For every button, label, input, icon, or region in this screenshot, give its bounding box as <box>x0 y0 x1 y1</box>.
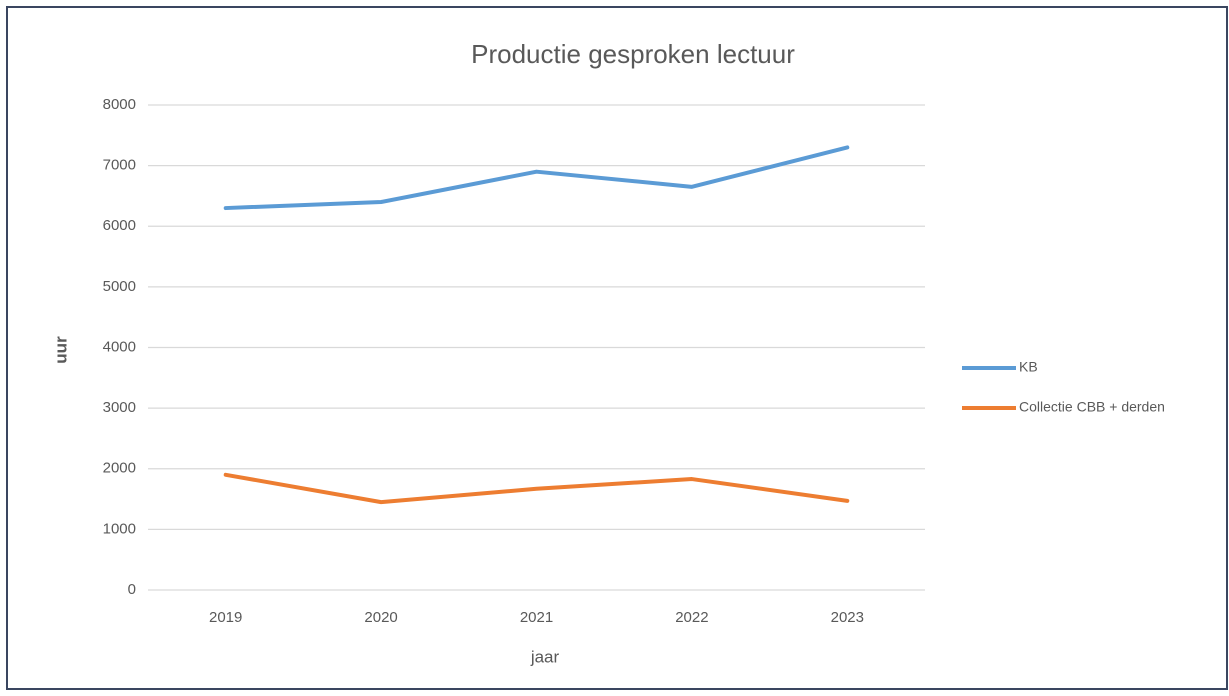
x-tick-label: 2020 <box>364 609 397 626</box>
y-tick-label: 1000 <box>103 520 136 537</box>
data-line <box>223 145 850 211</box>
y-axis-label: uur <box>51 336 70 364</box>
y-tick-label: 3000 <box>103 399 136 416</box>
y-tick-label: 4000 <box>103 338 136 355</box>
x-axis-label: jaar <box>530 647 560 666</box>
y-tick-label: 6000 <box>103 217 136 234</box>
y-tick-label: 7000 <box>103 157 136 174</box>
y-tick-label: 8000 <box>103 96 136 113</box>
x-tick-label: 2019 <box>209 609 242 626</box>
legend-label: KB <box>1019 359 1038 375</box>
x-tick-label: 2021 <box>520 609 553 626</box>
chart-title: Productie gesproken lectuur <box>471 39 795 69</box>
y-tick-label: 2000 <box>103 460 136 477</box>
y-tick-label: 5000 <box>103 278 136 295</box>
data-line <box>223 472 850 505</box>
x-tick-label: 2023 <box>831 609 864 626</box>
y-tick-label: 0 <box>128 581 136 598</box>
x-tick-label: 2022 <box>675 609 708 626</box>
legend-label: Collectie CBB + derden <box>1019 399 1165 415</box>
